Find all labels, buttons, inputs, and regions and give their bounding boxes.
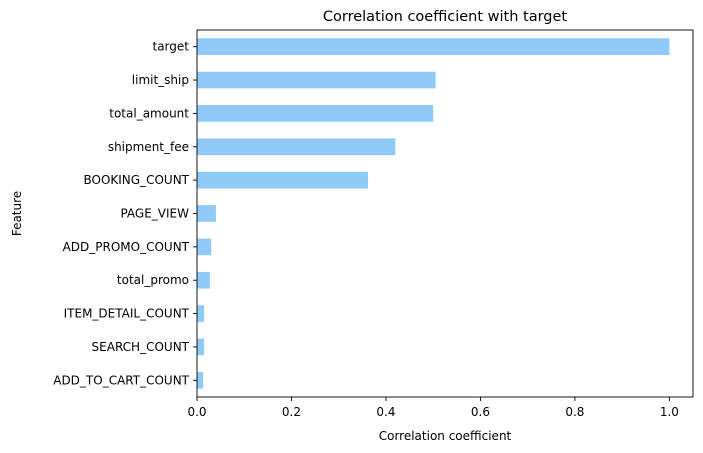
bar-page-view <box>197 205 216 222</box>
x-tick-label-0-4: 0.4 <box>376 405 395 419</box>
bar-add-to-cart-count <box>197 371 204 389</box>
y-tick-label-add-to-cart-count: ADD_TO_CART_COUNT <box>53 373 189 387</box>
y-tick-label-target: target <box>153 40 190 54</box>
x-tick-label-1-0: 1.0 <box>660 405 679 419</box>
bar-shipment-fee <box>197 138 396 156</box>
y-tick-label-booking-count: BOOKING_COUNT <box>83 173 189 187</box>
bar-booking-count <box>197 171 369 189</box>
y-axis-label: Feature <box>10 191 24 236</box>
x-tick-label-0-2: 0.2 <box>282 405 301 419</box>
bars-group <box>197 38 670 389</box>
y-tick-label-add-promo-count: ADD_PROMO_COUNT <box>63 240 190 254</box>
x-axis-label: Correlation coefficient <box>379 429 512 443</box>
y-tick-label-shipment-fee: shipment_fee <box>108 140 189 154</box>
bar-item-detail-count <box>197 305 205 322</box>
x-tick-label-0-8: 0.8 <box>565 405 584 419</box>
chart-title: Correlation coefficient with target <box>323 9 568 25</box>
x-axis: 0.0 0.2 0.4 0.6 0.8 1.0 <box>187 397 679 419</box>
y-tick-label-page-view: PAGE_VIEW <box>120 207 189 221</box>
y-tick-label-total-amount: total_amount <box>109 106 189 120</box>
y-tick-label-total-promo: total_promo <box>117 273 189 287</box>
bar-total-amount <box>197 105 434 122</box>
y-axis: target limit_ship total_amount shipment_fee… <box>53 40 197 387</box>
bar-target <box>197 38 670 56</box>
bar-limit-ship <box>197 71 436 89</box>
bar-add-promo-count <box>197 238 212 256</box>
bar-search-count <box>197 338 205 356</box>
y-tick-label-search-count: SEARCH_COUNT <box>92 340 190 354</box>
y-tick-label-limit-ship: limit_ship <box>132 73 189 87</box>
y-tick-label-item-detail-count: ITEM_DETAIL_COUNT <box>64 307 190 321</box>
x-tick-label-0-0: 0.0 <box>187 405 206 419</box>
bar-total-promo <box>197 271 210 289</box>
x-tick-label-0-6: 0.6 <box>471 405 490 419</box>
